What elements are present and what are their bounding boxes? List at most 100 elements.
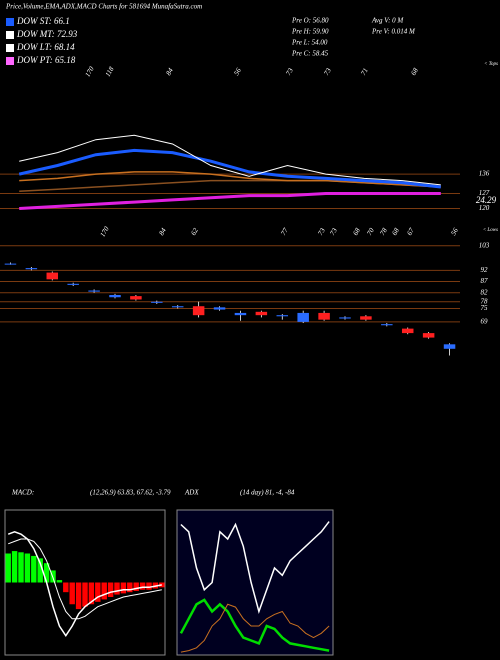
top-label: 84 <box>164 66 175 76</box>
candle-body <box>171 306 184 308</box>
candle-body <box>234 312 247 316</box>
candle-body <box>276 315 289 317</box>
series-line <box>7 530 162 638</box>
top-label: 73 <box>316 226 327 236</box>
legend-label: DOW PT: 65.18 <box>16 55 76 65</box>
panel-subtitle: (14 day) 81, -4, -84 <box>240 489 295 497</box>
top-label: 62 <box>189 226 200 236</box>
series-line <box>19 171 441 188</box>
top-label: 77 <box>279 226 290 236</box>
panel-title: ADX <box>184 489 199 497</box>
candle-body <box>46 272 59 280</box>
legend-label: DOW LT: 68.14 <box>16 42 75 52</box>
top-label: 84 <box>157 226 168 236</box>
histogram-bar <box>101 582 107 600</box>
candle-body <box>109 295 121 298</box>
top-label: 56 <box>232 66 243 76</box>
top-label: 73 <box>284 66 295 76</box>
y-tick-label: 136 <box>479 170 490 178</box>
stat-label: Pre O: 56.80 <box>291 17 329 25</box>
y-tick-label: 103 <box>479 241 490 249</box>
top-label: 68 <box>390 226 401 236</box>
histogram-bar <box>5 553 11 583</box>
candle-body <box>360 316 372 320</box>
candle-body <box>381 324 393 326</box>
panel-annotation: < Tops <box>484 62 498 67</box>
histogram-bar <box>69 582 75 605</box>
histogram-bar <box>82 582 88 607</box>
candle-body <box>339 317 351 319</box>
top-label: 70 <box>365 226 376 236</box>
histogram-bar <box>43 563 50 583</box>
histogram-bar <box>11 551 18 583</box>
series-line <box>18 148 441 189</box>
histogram-bar <box>146 582 152 590</box>
top-label: 78 <box>378 226 389 236</box>
histogram-bar <box>63 582 69 593</box>
histogram-bar <box>24 553 31 583</box>
stat-label: Pre L: 54.00 <box>291 39 328 47</box>
legend-label: DOW ST: 66.1 <box>16 16 70 26</box>
y-tick-label: 78 <box>481 297 489 305</box>
stat-label: Pre V: 0.014 M <box>371 28 416 36</box>
candle-body <box>192 306 205 316</box>
panel-annotation: < Lows <box>483 228 498 233</box>
top-label: 73 <box>328 226 339 236</box>
top-label: 56 <box>449 226 460 236</box>
top-label: 73 <box>322 66 333 76</box>
histogram-bar <box>88 582 95 605</box>
top-label: 68 <box>351 226 362 236</box>
stat-label: Pre C: 58.45 <box>291 50 329 58</box>
candle-body <box>67 283 79 285</box>
panel-background <box>176 509 334 656</box>
series-line <box>179 598 330 652</box>
histogram-bar <box>133 582 139 591</box>
candle-body <box>443 344 456 349</box>
stat-label: Pre H: 59.90 <box>291 28 329 36</box>
top-label: 68 <box>409 66 420 76</box>
candle-body <box>422 333 435 338</box>
histogram-bar <box>31 555 37 583</box>
series-line <box>180 521 330 615</box>
histogram-bar <box>120 582 127 594</box>
legend-swatch <box>6 18 14 26</box>
candle-body <box>4 263 17 265</box>
candle-body <box>297 312 309 322</box>
legend-swatch <box>6 57 14 65</box>
histogram-bar <box>18 552 24 583</box>
y-tick-label: 127 <box>479 189 490 197</box>
candle-body <box>25 268 38 270</box>
stat-label: Avg V: 0 M <box>371 17 404 25</box>
series-line <box>8 538 162 620</box>
legend-swatch <box>6 31 14 39</box>
histogram-bar <box>95 582 101 602</box>
y-tick-label: 69 <box>481 318 489 326</box>
series-line <box>180 603 330 653</box>
histogram-bar <box>107 582 114 597</box>
value-badge: 24.29 <box>476 195 497 205</box>
series-line <box>19 192 441 210</box>
page-title: Price,Volume,EMA,ADX,MACD Charts for 581… <box>5 3 202 11</box>
panel-subtitle: (12,26,9) 63.83, 67.62, -3.79 <box>90 489 171 497</box>
candle-body <box>401 328 414 334</box>
top-label: 67 <box>405 226 416 236</box>
candle-body <box>151 301 163 303</box>
histogram-bar <box>37 558 43 583</box>
y-tick-label: 87 <box>481 277 489 285</box>
candle-body <box>318 312 330 320</box>
y-tick-label: 82 <box>481 288 489 296</box>
histogram-bar <box>139 582 146 590</box>
histogram-bar <box>114 582 120 595</box>
candle-body <box>213 307 226 310</box>
histogram-bar <box>56 580 63 583</box>
candle-body <box>130 296 142 300</box>
candle-body <box>88 290 100 292</box>
legend-swatch <box>6 44 14 52</box>
y-tick-label: 75 <box>481 304 489 312</box>
series-line <box>19 134 441 186</box>
top-label: 71 <box>359 67 369 77</box>
candle-body <box>255 311 268 316</box>
panel-title: MACD: <box>11 489 34 497</box>
histogram-bar <box>127 582 133 593</box>
